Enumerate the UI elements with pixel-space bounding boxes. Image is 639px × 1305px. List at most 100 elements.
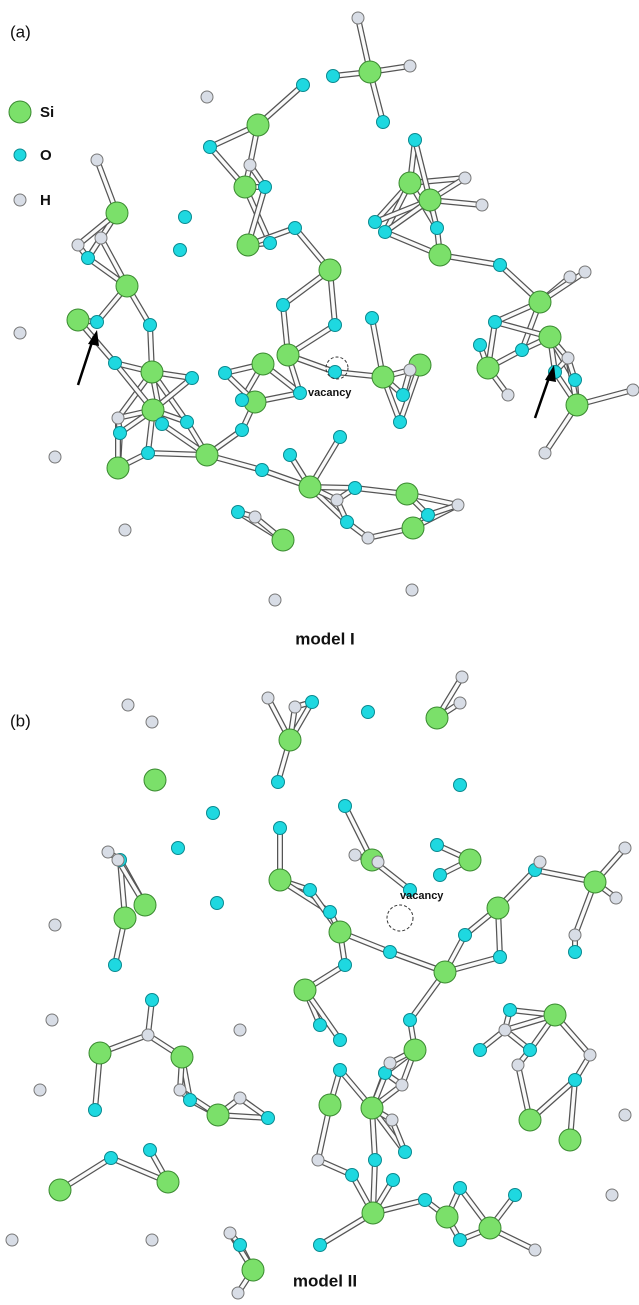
atom (361, 1097, 383, 1119)
atom (579, 266, 591, 278)
panel-label: (b) (10, 711, 31, 730)
atom (369, 1154, 382, 1167)
atom (377, 116, 390, 129)
atom (232, 506, 245, 519)
atom (211, 897, 224, 910)
atom (319, 259, 341, 281)
atom (454, 697, 466, 709)
atom (452, 499, 464, 511)
atom (236, 424, 249, 437)
atom (224, 1227, 236, 1239)
atom (341, 516, 354, 529)
atom (294, 387, 307, 400)
atom (429, 244, 451, 266)
atom (399, 172, 421, 194)
atom (606, 1189, 618, 1201)
atom (431, 222, 444, 235)
atom (181, 416, 194, 429)
atom (107, 457, 129, 479)
atom (529, 291, 551, 313)
atom (369, 216, 382, 229)
atom (184, 1094, 197, 1107)
atom (627, 384, 639, 396)
atom (6, 1234, 18, 1246)
atom (299, 476, 321, 498)
caption: model II (293, 1271, 357, 1290)
atom (479, 1217, 501, 1239)
atom (619, 842, 631, 854)
atom (419, 189, 441, 211)
atom (95, 232, 107, 244)
legend-h-icon (14, 194, 26, 206)
atom (49, 1179, 71, 1201)
atom (569, 929, 581, 941)
atom (306, 696, 319, 709)
atom (372, 366, 394, 388)
atom (109, 959, 122, 972)
atom (112, 412, 124, 424)
atom (409, 134, 422, 147)
atom (34, 1084, 46, 1096)
atom (89, 1042, 111, 1064)
atom (569, 374, 582, 387)
atom (334, 431, 347, 444)
atom (109, 357, 122, 370)
atom (207, 1104, 229, 1126)
atom (334, 1034, 347, 1047)
atom (272, 776, 285, 789)
atom (122, 699, 134, 711)
atom (404, 1014, 417, 1027)
atom (174, 1084, 186, 1096)
atom (534, 856, 546, 868)
atom (569, 946, 582, 959)
atom (67, 309, 89, 331)
atom (422, 509, 435, 522)
atom (559, 1129, 581, 1151)
atom (454, 1234, 467, 1247)
atom (289, 701, 301, 713)
atom (431, 839, 444, 852)
atom (242, 1259, 264, 1281)
atom (329, 366, 342, 379)
atom (459, 849, 481, 871)
atom (279, 729, 301, 751)
atom (277, 299, 290, 312)
atom (394, 416, 407, 429)
atom (116, 275, 138, 297)
atom (386, 1114, 398, 1126)
atom (259, 181, 272, 194)
atom (14, 327, 26, 339)
atom (252, 353, 274, 375)
atom (49, 451, 61, 463)
atom (114, 907, 136, 929)
atom (284, 449, 297, 462)
atom (234, 176, 256, 198)
atom (134, 894, 156, 916)
atom (314, 1239, 327, 1252)
atom (419, 1194, 432, 1207)
atom (146, 994, 159, 1007)
atom (584, 871, 606, 893)
atom (46, 1014, 58, 1026)
atom (362, 1202, 384, 1224)
atom (141, 361, 163, 383)
atom (504, 1004, 517, 1017)
atom (362, 706, 375, 719)
atom (489, 316, 502, 329)
atom (89, 1104, 102, 1117)
atom (262, 692, 274, 704)
atom (249, 511, 261, 523)
atom (516, 344, 529, 357)
atom (404, 60, 416, 72)
legend-label: O (40, 147, 52, 164)
atom (82, 252, 95, 265)
atom (324, 906, 337, 919)
atom (157, 1171, 179, 1193)
atom (402, 517, 424, 539)
atom (201, 91, 213, 103)
atom (114, 427, 127, 440)
legend-o-icon (14, 149, 26, 161)
atom (362, 532, 374, 544)
atom (289, 222, 302, 235)
atom (72, 239, 84, 251)
